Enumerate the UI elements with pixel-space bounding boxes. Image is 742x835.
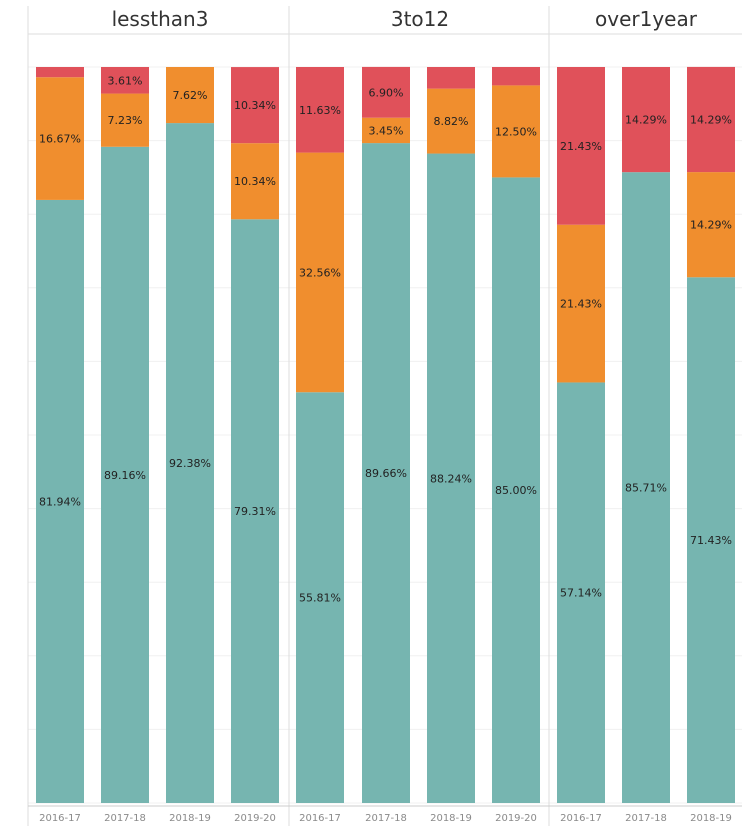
bar-segment-middle-2018-19 — [687, 172, 735, 278]
bar-segment-top-2016-17 — [296, 67, 344, 153]
data-label: 3.61% — [108, 74, 143, 87]
bar-segment-bottom-2016-17 — [296, 392, 344, 803]
data-labels: 81.94% 16.67% 89.16% 7.23% 3.61% 92.38% 7.62% 7… — [39, 74, 732, 604]
bar-segment-middle-2018-19 — [427, 88, 475, 154]
data-label: 89.16% — [104, 469, 146, 482]
bar-segment-bottom-2019-20 — [231, 219, 279, 804]
data-label: 85.71% — [625, 482, 667, 495]
bar-segment-middle-2016-17 — [296, 152, 344, 393]
x-tick-label: 2019-20 — [495, 813, 537, 824]
bar-segment-top-2019-20 — [231, 67, 279, 144]
x-tick-label: 2016-17 — [560, 813, 602, 824]
bar-segment-middle-2017-18 — [101, 93, 149, 147]
data-label: 92.38% — [169, 457, 211, 470]
data-label: 14.29% — [625, 114, 667, 127]
data-label: 14.29% — [690, 219, 732, 232]
x-tick-label: 2017-18 — [365, 813, 407, 824]
data-label: 16.67% — [39, 133, 81, 146]
bar-segment-bottom-2018-19 — [166, 123, 214, 804]
panel-title-lessthan3: lessthan3 — [112, 7, 209, 31]
bar-segment-top-2017-18 — [362, 66, 410, 118]
bar-segment-middle-2016-17 — [557, 224, 605, 383]
bar-segment-middle-2017-18 — [362, 117, 410, 144]
x-tick-label: 2016-17 — [299, 813, 341, 824]
bar-segment-middle-2019-20 — [231, 143, 279, 220]
bar-segment-top-2018-19 — [687, 66, 735, 173]
data-label: 7.23% — [108, 114, 143, 127]
data-label: 21.43% — [560, 140, 602, 153]
bar-segment-middle-2019-20 — [492, 85, 540, 178]
x-tick-label: 2019-20 — [234, 813, 276, 824]
data-label: 88.24% — [430, 472, 472, 485]
bar-segment-middle-2018-19 — [166, 67, 214, 124]
bar-segment-bottom-2017-18 — [101, 146, 149, 803]
data-label: 57.14% — [560, 587, 602, 600]
panel-title-3to12: 3to12 — [391, 7, 449, 31]
data-label: 81.94% — [39, 495, 81, 508]
data-label: 21.43% — [560, 298, 602, 311]
x-tick-label: 2018-19 — [169, 813, 211, 824]
data-label: 6.90% — [369, 86, 404, 99]
x-tick-label: 2017-18 — [104, 813, 146, 824]
x-tick-labels: 2016-17 2017-18 2018-19 2019-20 2016-17 2017-… — [39, 813, 732, 824]
bar-segment-top-2019-20 — [492, 67, 540, 86]
data-label: 10.34% — [234, 99, 276, 112]
bar-segment-top-2018-19 — [427, 67, 475, 89]
data-label: 8.82% — [434, 115, 469, 128]
data-label: 12.50% — [495, 125, 537, 138]
x-tick-label: 2018-19 — [690, 813, 732, 824]
bars — [36, 66, 735, 804]
data-label: 11.63% — [299, 104, 341, 117]
bar-segment-bottom-2017-18 — [362, 143, 410, 803]
data-label: 55.81% — [299, 592, 341, 605]
bar-segment-bottom-2018-19 — [427, 153, 475, 804]
panel-frame — [27, 6, 742, 826]
bar-segment-bottom-2017-18 — [622, 172, 670, 804]
data-label: 7.62% — [173, 89, 208, 102]
x-tick-label: 2017-18 — [625, 813, 667, 824]
bar-segment-middle-2016-17 — [36, 77, 84, 200]
bar-segment-top-2017-18 — [101, 67, 149, 94]
bar-segment-top-2017-18 — [622, 67, 670, 173]
bar-segment-bottom-2018-19 — [687, 277, 735, 803]
data-label: 10.34% — [234, 175, 276, 188]
bar-segment-top-2016-17 — [36, 67, 84, 78]
bar-segment-bottom-2016-17 — [557, 382, 605, 803]
data-label: 3.45% — [369, 124, 404, 137]
data-label: 79.31% — [234, 505, 276, 518]
data-label: 14.29% — [690, 114, 732, 127]
x-tick-label: 2018-19 — [430, 813, 472, 824]
panel-titles: lessthan3 3to12 over1year — [112, 7, 698, 31]
bar-segment-bottom-2019-20 — [492, 177, 540, 803]
data-label: 85.00% — [495, 484, 537, 497]
data-label: 89.66% — [365, 467, 407, 480]
bar-segment-top-2016-17 — [557, 67, 605, 225]
bar-segment-bottom-2016-17 — [36, 199, 84, 803]
panel-title-over1year: over1year — [595, 7, 698, 31]
data-label: 32.56% — [299, 266, 341, 279]
data-label: 71.43% — [690, 534, 732, 547]
x-tick-label: 2016-17 — [39, 813, 81, 824]
